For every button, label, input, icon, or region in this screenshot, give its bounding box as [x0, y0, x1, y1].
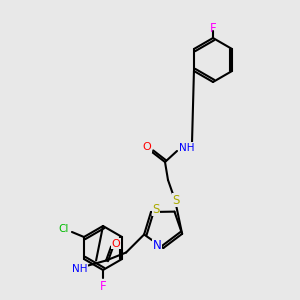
- Text: F: F: [100, 280, 106, 292]
- Text: S: S: [152, 202, 160, 215]
- Text: O: O: [112, 238, 121, 248]
- Text: NH: NH: [179, 143, 195, 153]
- Text: O: O: [142, 142, 152, 152]
- Text: N: N: [153, 239, 162, 253]
- Text: S: S: [172, 194, 180, 206]
- Text: F: F: [210, 22, 216, 34]
- Text: Cl: Cl: [59, 224, 69, 234]
- Text: NH: NH: [72, 263, 88, 274]
